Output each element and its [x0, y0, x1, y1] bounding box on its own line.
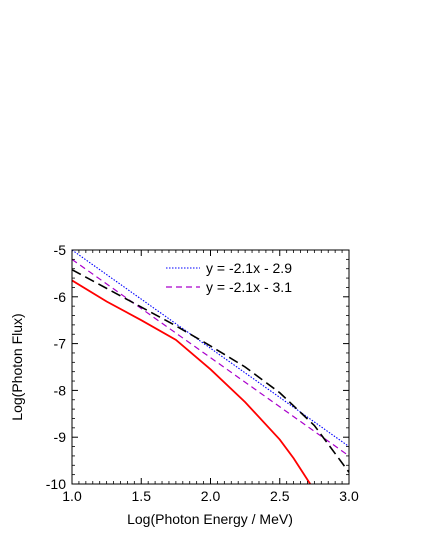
- y-tick-label: -8: [54, 382, 67, 398]
- x-tick-label: 1.0: [62, 488, 82, 504]
- y-axis-title: Log(Photon Flux): [9, 313, 25, 420]
- x-tick-label: 3.0: [339, 488, 359, 504]
- y-tick-label: -7: [54, 336, 67, 352]
- y-tick-label: -6: [54, 289, 67, 305]
- x-tick-label: 2.5: [270, 488, 290, 504]
- legend: y = -2.1x - 2.9 y = -2.1x - 3.1: [166, 260, 292, 295]
- plot-series: [72, 250, 349, 484]
- axis-ticks: 1.0 1.5 2.0 2.5 3.0 -5 -6 -7 -8 -9 -10: [46, 242, 359, 504]
- y-tick-label: -9: [54, 429, 67, 445]
- series-line-2: [72, 258, 349, 457]
- series-line-3: [72, 268, 349, 473]
- legend-label-2: y = -2.1x - 3.1: [206, 279, 292, 295]
- x-axis-title: Log(Photon Energy / MeV): [127, 511, 293, 527]
- y-tick-label: -5: [54, 242, 67, 258]
- legend-label-1: y = -2.1x - 2.9: [206, 260, 292, 276]
- x-tick-label: 1.5: [132, 488, 152, 504]
- y-tick-label: -10: [46, 476, 66, 492]
- x-tick-label: 2.0: [201, 488, 221, 504]
- series-line-4: [72, 279, 311, 484]
